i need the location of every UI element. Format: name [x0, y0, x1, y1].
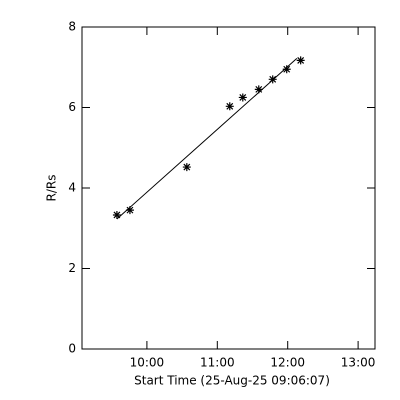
asterisk-marker	[182, 163, 191, 172]
asterisk-marker	[282, 65, 291, 74]
asterisk-marker	[125, 206, 134, 215]
x-tick-label: 12:00	[270, 356, 305, 370]
y-tick-label: 0	[68, 342, 76, 356]
x-tick-label: 11:00	[200, 356, 235, 370]
y-tick-label: 6	[68, 100, 76, 114]
asterisk-marker	[268, 75, 277, 84]
x-axis-label: Start Time (25-Aug-25 09:06:07)	[134, 374, 330, 388]
y-tick-label: 2	[68, 261, 76, 275]
y-axis-label: R/Rs	[45, 175, 59, 202]
asterisk-marker	[254, 85, 263, 94]
asterisk-marker	[238, 93, 247, 102]
fit-line	[116, 58, 298, 220]
x-tick-label: 10:00	[130, 356, 165, 370]
y-tick-label: 4	[68, 181, 76, 195]
plot-frame	[81, 26, 376, 350]
asterisk-marker	[296, 56, 305, 65]
asterisk-marker	[225, 102, 234, 111]
y-tick-label: 8	[68, 20, 76, 34]
x-tick-label: 13:00	[341, 356, 376, 370]
asterisk-marker	[112, 210, 121, 219]
